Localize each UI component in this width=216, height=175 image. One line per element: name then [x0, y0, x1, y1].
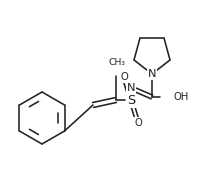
Text: OH: OH	[174, 92, 189, 102]
Text: N: N	[127, 83, 135, 93]
Text: S: S	[127, 93, 135, 107]
Text: N: N	[148, 69, 156, 79]
Text: O: O	[120, 72, 128, 82]
Text: CH₃: CH₃	[108, 58, 125, 67]
Text: O: O	[134, 118, 142, 128]
